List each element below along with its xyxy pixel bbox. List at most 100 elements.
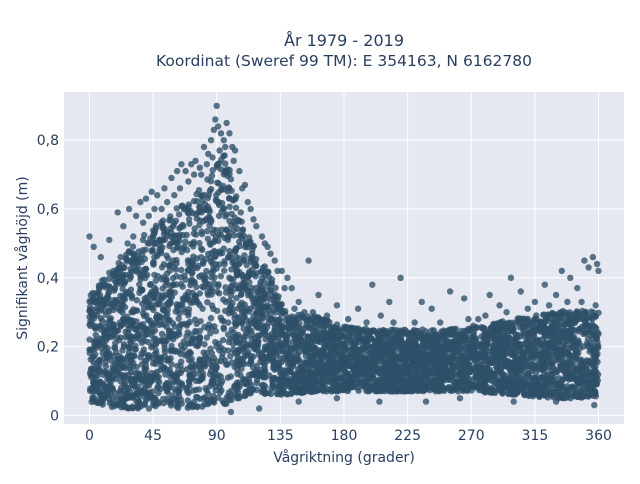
scatter-point — [550, 339, 556, 345]
scatter-point — [228, 373, 234, 379]
scatter-point — [390, 369, 396, 375]
scatter-point — [212, 339, 218, 345]
scatter-point — [96, 369, 102, 375]
scatter-point — [276, 316, 282, 322]
scatter-point — [216, 347, 222, 353]
scatter-point — [531, 362, 537, 368]
scatter-point — [243, 283, 249, 289]
scatter-point — [213, 365, 219, 371]
scatter-point — [355, 353, 361, 359]
scatter-point — [118, 266, 124, 272]
scatter-point — [168, 343, 174, 349]
scatter-point — [517, 341, 523, 347]
scatter-point — [157, 357, 163, 363]
scatter-point — [506, 383, 512, 389]
scatter-point — [214, 180, 220, 186]
scatter-point — [441, 345, 447, 351]
scatter-point — [101, 355, 107, 361]
scatter-point — [338, 375, 344, 381]
scatter-point — [198, 254, 204, 260]
scatter-point — [249, 296, 255, 302]
scatter-point — [185, 397, 191, 403]
scatter-point — [197, 203, 203, 209]
scatter-point — [96, 286, 102, 292]
scatter-point — [287, 366, 293, 372]
scatter-point — [201, 276, 207, 282]
scatter-point — [249, 285, 255, 291]
scatter-point — [262, 369, 268, 375]
scatter-point — [148, 321, 154, 327]
scatter-point — [549, 361, 555, 367]
scatter-point — [226, 298, 232, 304]
scatter-point — [251, 303, 257, 309]
scatter-point — [551, 375, 557, 381]
scatter-point — [160, 285, 166, 291]
scatter-point — [588, 379, 594, 385]
scatter-point — [233, 321, 239, 327]
scatter-point — [593, 369, 599, 375]
scatter-point — [223, 211, 229, 217]
scatter-point — [217, 389, 223, 395]
scatter-point — [227, 204, 233, 210]
scatter-point — [425, 337, 431, 343]
scatter-point — [559, 315, 565, 321]
scatter-point — [128, 309, 134, 315]
scatter-point — [258, 332, 264, 338]
scatter-point — [458, 328, 464, 334]
scatter-point — [171, 232, 177, 238]
scatter-point — [559, 393, 565, 399]
scatter-point — [214, 308, 220, 314]
scatter-point — [447, 387, 453, 393]
scatter-point — [592, 313, 598, 319]
scatter-point — [378, 378, 384, 384]
scatter-point — [586, 328, 592, 334]
scatter-point — [196, 335, 202, 341]
scatter-point — [138, 388, 144, 394]
scatter-point — [221, 261, 227, 267]
scatter-point — [87, 304, 93, 310]
scatter-point — [386, 352, 392, 358]
scatter-point — [178, 267, 184, 273]
scatter-point — [182, 309, 188, 315]
scatter-point — [536, 340, 542, 346]
scatter-point — [162, 345, 168, 351]
scatter-point — [262, 263, 268, 269]
scatter-point — [186, 349, 192, 355]
scatter-point — [239, 227, 245, 233]
scatter-point — [208, 381, 214, 387]
scatter-point — [248, 342, 254, 348]
scatter-point — [193, 329, 199, 335]
scatter-point — [238, 291, 244, 297]
scatter-point — [218, 273, 224, 279]
scatter-point — [515, 376, 521, 382]
scatter-point — [196, 222, 202, 228]
scatter-point — [208, 217, 214, 223]
scatter-point — [439, 351, 445, 357]
scatter-point — [129, 293, 135, 299]
scatter-point — [181, 273, 187, 279]
scatter-point — [192, 279, 198, 285]
scatter-point — [176, 331, 182, 337]
scatter-point — [126, 249, 132, 255]
scatter-point — [167, 293, 173, 299]
scatter-point — [159, 337, 165, 343]
scatter-point — [277, 341, 283, 347]
scatter-point — [183, 294, 189, 300]
scatter-point — [387, 387, 393, 393]
scatter-point — [172, 323, 178, 329]
scatter-point — [556, 310, 562, 316]
scatter-point — [119, 356, 125, 362]
scatter-point — [140, 310, 146, 316]
scatter-point — [220, 337, 226, 343]
scatter-point — [365, 342, 371, 348]
scatter-point — [227, 303, 233, 309]
scatter-point — [447, 341, 453, 347]
scatter-point — [182, 238, 188, 244]
scatter-point — [245, 326, 251, 332]
scatter-point — [577, 366, 583, 372]
scatter-point — [159, 331, 165, 337]
scatter-point — [88, 365, 94, 371]
scatter-point — [542, 333, 548, 339]
scatter-point — [221, 267, 227, 273]
